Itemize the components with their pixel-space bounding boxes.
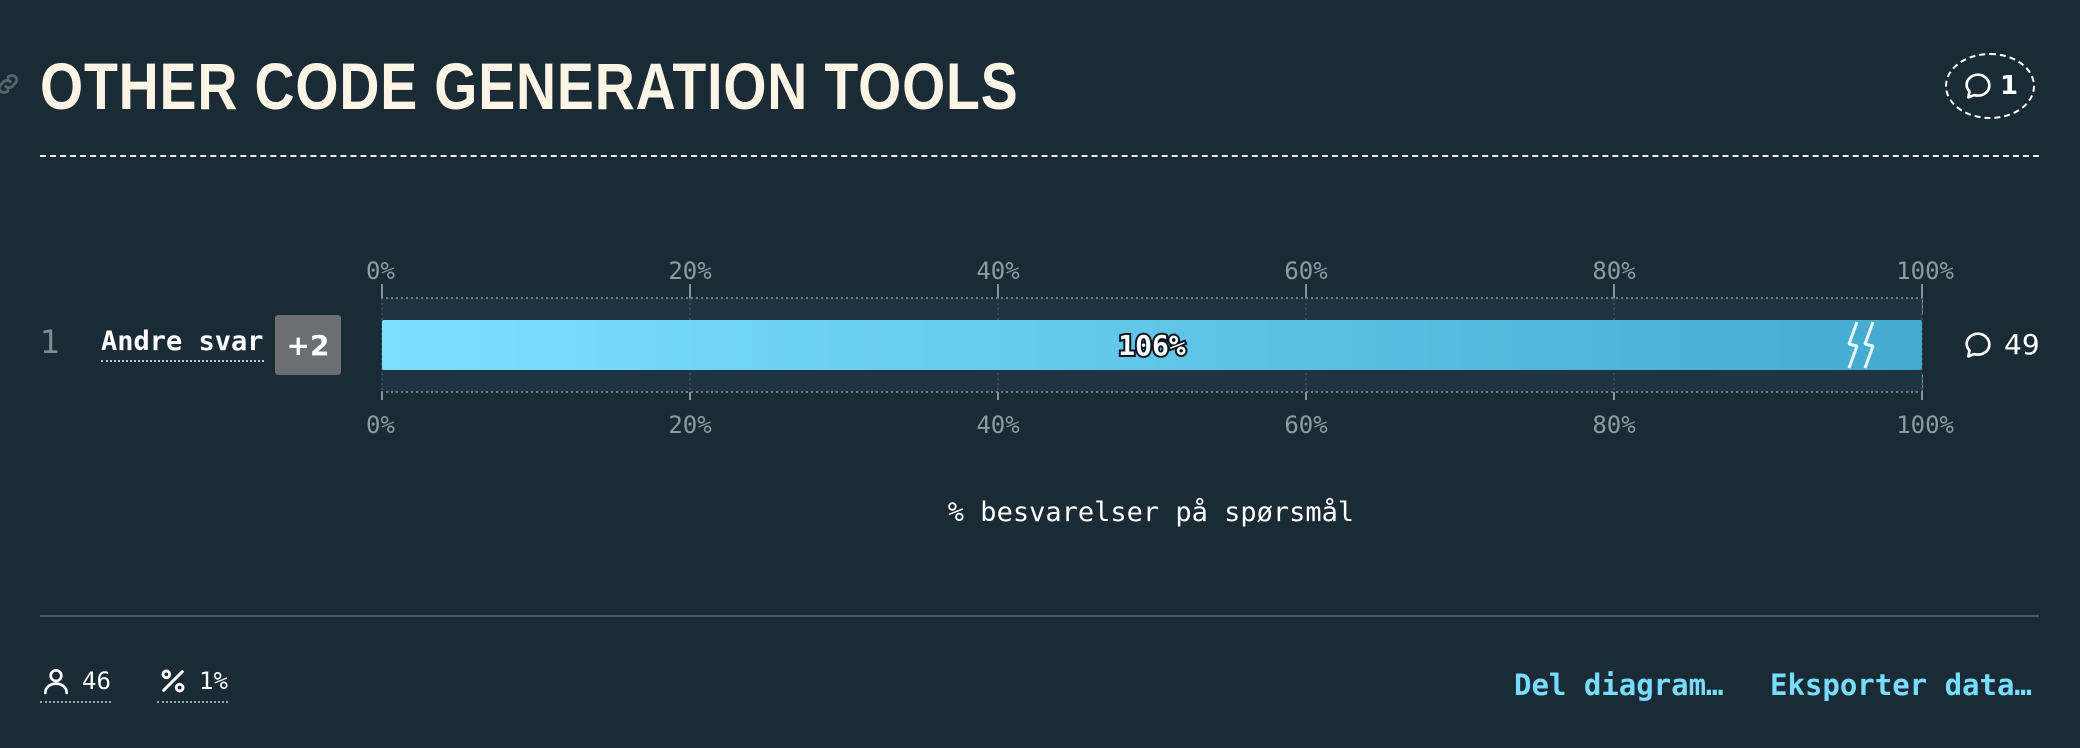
percent-icon xyxy=(161,669,185,693)
row-label[interactable]: Andre svar xyxy=(101,326,264,362)
respondents-stat[interactable]: 46 xyxy=(40,665,111,703)
tick-label-bottom: 20% xyxy=(668,411,712,439)
tick-label-bottom: 60% xyxy=(1284,411,1328,439)
person-icon xyxy=(44,669,68,695)
tick-label-bottom: 80% xyxy=(1592,411,1636,439)
row-number: 1 xyxy=(40,323,61,361)
tick-label-top: 0% xyxy=(366,257,395,285)
page-title: OTHER CODE GENERATION TOOLS xyxy=(40,49,1019,123)
comments-button[interactable]: 1 xyxy=(1945,53,2035,119)
tick-label-bottom: 40% xyxy=(976,411,1020,439)
tick-label-top: 40% xyxy=(976,257,1020,285)
speech-bubble-icon xyxy=(1965,73,1991,99)
tick-label-top: 20% xyxy=(668,257,712,285)
title-divider xyxy=(40,155,2039,157)
percent-stat[interactable]: 1% xyxy=(157,665,228,703)
comment-count: 1 xyxy=(1999,71,2019,101)
bar[interactable] xyxy=(382,320,1922,370)
row-comment-count: 49 xyxy=(2004,328,2040,361)
overflow-marker xyxy=(1847,321,1875,369)
respondents-count: 46 xyxy=(82,667,111,695)
footer-divider xyxy=(40,615,2039,617)
more-answers-badge[interactable]: +2 xyxy=(275,315,341,375)
tick-label-top: 100% xyxy=(1896,257,1954,285)
speech-bubble-icon xyxy=(1965,331,1991,358)
percent-value: 1% xyxy=(199,667,228,695)
tick-label-bottom: 0% xyxy=(366,411,395,439)
link-icon[interactable] xyxy=(0,70,22,98)
tick-label-top: 80% xyxy=(1592,257,1636,285)
tick-label-bottom: 100% xyxy=(1896,411,1954,439)
bar-value-label: 106% xyxy=(1118,329,1186,362)
export-data-link[interactable]: Eksporter data… xyxy=(1770,668,2032,702)
row-comments-button[interactable]: 49 xyxy=(1962,328,2040,361)
x-axis-title: % besvarelser på spørsmål xyxy=(947,497,1355,528)
tick-label-top: 60% xyxy=(1284,257,1328,285)
share-chart-link[interactable]: Del diagram… xyxy=(1514,668,1724,702)
